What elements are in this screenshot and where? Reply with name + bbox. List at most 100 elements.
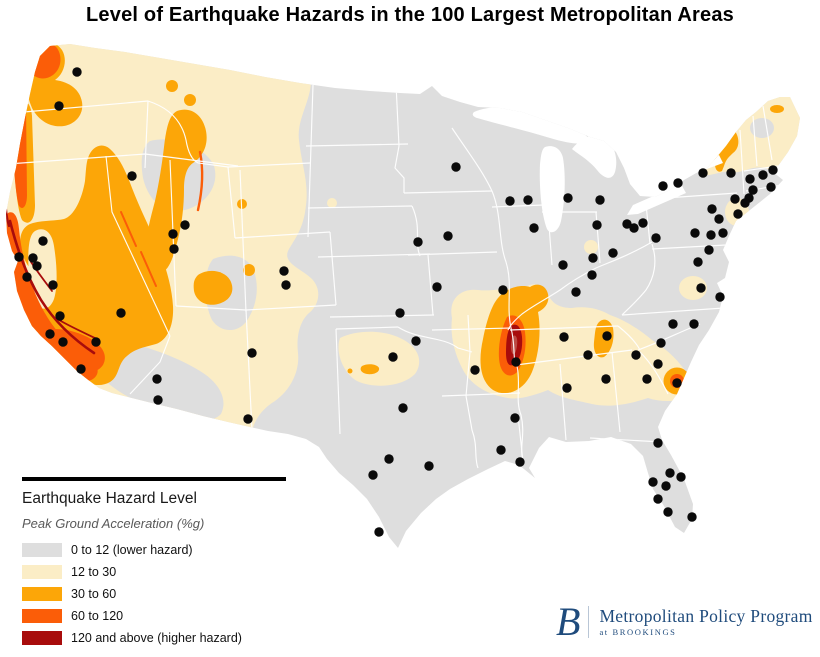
- legend-label: 30 to 60: [71, 587, 117, 601]
- san-andreas-fault-line: [8, 219, 96, 355]
- metro-dot: [658, 181, 668, 191]
- metro-dot: [38, 236, 48, 246]
- metro-dot: [730, 194, 740, 204]
- metro-dot: [388, 352, 398, 362]
- metro-dot: [622, 219, 632, 229]
- metro-dot: [656, 338, 666, 348]
- hazard-region-12-30-newengland: [686, 90, 800, 176]
- legend-swatch-1: [22, 565, 62, 579]
- metro-dot: [631, 350, 641, 360]
- metro-dot: [413, 237, 423, 247]
- hazard-region-30-60-california-nevada: [20, 145, 174, 386]
- legend-label: 60 to 120: [71, 609, 124, 623]
- hazard-region-12-30-oklahoma: [338, 331, 420, 386]
- metro-dot: [523, 195, 533, 205]
- page-title: Level of Earthquake Hazards in the 100 L…: [86, 4, 734, 26]
- metro-dot: [766, 182, 776, 192]
- legend-label: 12 to 30: [71, 565, 117, 579]
- hazard-region-12-30-virginia-spot: [679, 276, 707, 300]
- metro-dot: [563, 193, 573, 203]
- metro-dot: [510, 413, 520, 423]
- legend-item: 30 to 60: [22, 583, 312, 605]
- metro-dot: [696, 283, 706, 293]
- metro-dot: [768, 165, 778, 175]
- legend-swatch-4: [22, 631, 62, 645]
- metro-dot: [398, 403, 408, 413]
- metro-dot: [651, 233, 661, 243]
- metro-dot: [714, 214, 724, 224]
- metro-dot: [718, 228, 728, 238]
- metro-dot: [745, 174, 755, 184]
- legend-title: Earthquake Hazard Level: [22, 490, 197, 507]
- metro-dot: [28, 253, 38, 263]
- metro-dot: [395, 308, 405, 318]
- metro-dot: [758, 170, 768, 180]
- logo-program-name: Metropolitan Policy Program: [599, 606, 813, 626]
- metro-dot: [168, 229, 178, 239]
- lake-erie: [627, 184, 686, 215]
- metro-dot: [583, 350, 593, 360]
- metro-dot: [690, 228, 700, 238]
- metro-dot: [279, 266, 289, 276]
- hazard-fault-streak: [120, 211, 137, 247]
- legend-swatch-0: [22, 543, 62, 557]
- metro-dot: [706, 230, 716, 240]
- hazard-fault-streak-wasatch: [196, 150, 204, 212]
- metro-dot: [45, 329, 55, 339]
- metro-dot: [733, 209, 743, 219]
- metro-dot: [515, 457, 525, 467]
- metro-dot: [55, 311, 65, 321]
- metro-dot: [22, 272, 32, 282]
- legend-item: 0 to 12 (lower hazard): [22, 539, 312, 561]
- logo-text: Metropolitan Policy Program at BROOKINGS: [599, 606, 813, 638]
- metro-dot: [153, 395, 163, 405]
- metro-dot: [559, 332, 569, 342]
- metro-dot: [152, 374, 162, 384]
- metro-dot: [689, 319, 699, 329]
- metro-dot: [48, 280, 58, 290]
- metro-dot: [32, 261, 42, 271]
- north-coast-fault-line: [6, 191, 11, 228]
- metro-dot: [127, 171, 137, 181]
- metro-dot: [642, 374, 652, 384]
- metro-dot: [91, 337, 101, 347]
- metro-dot: [498, 285, 508, 295]
- legend-label: 120 and above (higher hazard): [71, 631, 242, 645]
- hazard-region-30-60-spot: [184, 94, 196, 106]
- hazard-region-12-30-spot: [327, 198, 337, 208]
- metro-dot: [740, 198, 750, 208]
- metro-dot: [704, 245, 714, 255]
- hazard-region-30-60-spot: [166, 80, 178, 92]
- hazard-region-60-120-socal: [36, 328, 105, 373]
- metro-dot: [601, 374, 611, 384]
- metro-dot: [76, 364, 86, 374]
- logo-org-name: BROOKINGS: [612, 627, 677, 637]
- lake-huron: [572, 134, 617, 178]
- brookings-b-icon: B: [556, 599, 581, 644]
- metro-dot: [673, 178, 683, 188]
- metro-dot: [411, 336, 421, 346]
- legend-items: 0 to 12 (lower hazard) 12 to 30 30 to 60 60…: [22, 539, 312, 649]
- metro-dot: [451, 162, 461, 172]
- metro-dot: [638, 218, 648, 228]
- legend-label: 0 to 12 (lower hazard): [71, 543, 193, 557]
- metro-dot: [661, 481, 671, 491]
- metro-dot: [180, 220, 190, 230]
- metro-dot: [587, 270, 597, 280]
- metro-dot: [243, 414, 253, 424]
- metro-dot: [432, 282, 442, 292]
- logo-at-prefix: at: [599, 627, 609, 637]
- metro-dot: [726, 168, 736, 178]
- hazard-region-12-30-ohio-spot: [584, 240, 598, 254]
- legend-item: 120 and above (higher hazard): [22, 627, 312, 649]
- metro-dot: [588, 253, 598, 263]
- metro-dot: [443, 231, 453, 241]
- metro-dot: [693, 257, 703, 267]
- metro-dot: [715, 292, 725, 302]
- legend-swatch-2: [22, 587, 62, 601]
- legend-item: 12 to 30: [22, 561, 312, 583]
- metro-dot: [247, 348, 257, 358]
- metro-dot: [608, 248, 618, 258]
